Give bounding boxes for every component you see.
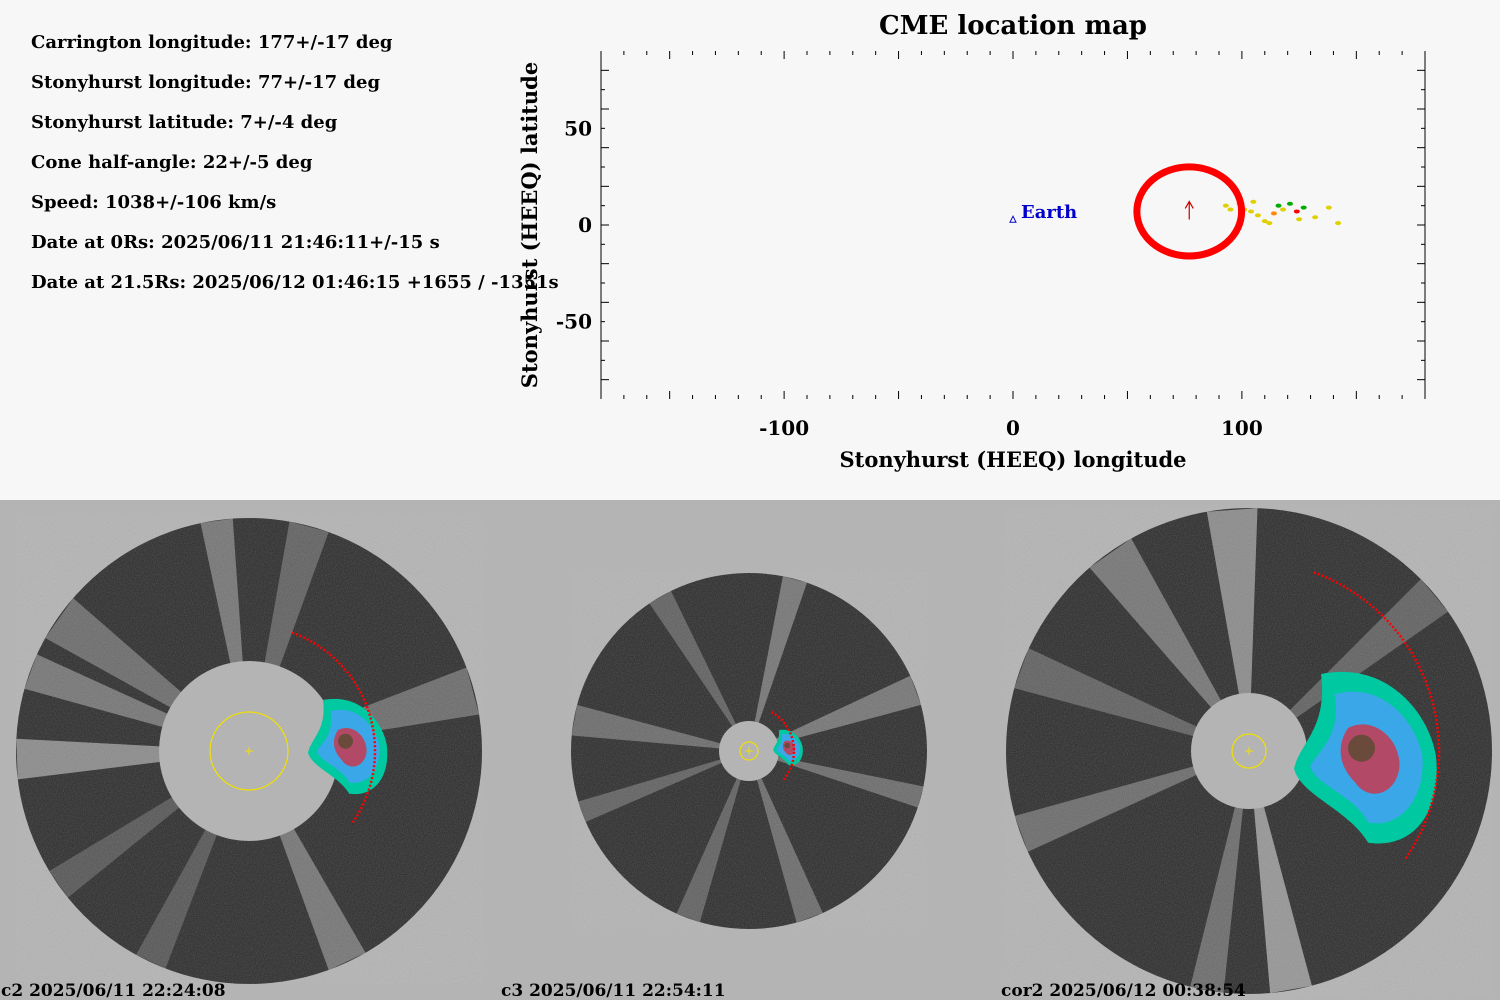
- detection-point: [1280, 207, 1287, 212]
- cme-direction-arrow: [1184, 200, 1194, 220]
- y-tick-label: 0: [578, 213, 592, 237]
- y-tick-label: 50: [564, 116, 592, 140]
- y-tick-label: -50: [556, 310, 592, 334]
- summary-and-map: Carrington longitude: 177+/-17 deg Stony…: [31, 11, 1426, 472]
- detection-point: [1293, 209, 1300, 214]
- sun-center-cross: [245, 747, 253, 755]
- cme-cone-circle: [1133, 163, 1246, 260]
- cme-core-center: [338, 733, 353, 749]
- coronagraph-panel-c2: [16, 518, 482, 984]
- date-at-0rs: Date at 0Rs: 2025/06/11 21:46:11+/-15 s: [31, 232, 440, 253]
- sun-center-cross: [1245, 747, 1253, 755]
- detection-point: [1312, 215, 1319, 220]
- cme-blob: [1294, 671, 1437, 844]
- y-axis-label: Stonyhurst (HEEQ) latitude: [517, 62, 542, 388]
- cme-blob: [308, 698, 388, 795]
- detection-point: [1325, 205, 1332, 210]
- detection-point: [1261, 219, 1268, 224]
- earth-marker: [1009, 215, 1017, 223]
- chart-title: CME location map: [879, 11, 1147, 41]
- detection-point: [1250, 199, 1257, 204]
- stonyhurst-latitude: Stonyhurst latitude: 7+/-4 deg: [31, 112, 338, 133]
- x-tick-label: -100: [759, 416, 809, 440]
- coronagraph-panel-c3: [571, 573, 927, 929]
- detection-point: [1296, 217, 1303, 222]
- coronagraph-images: [16, 508, 1492, 994]
- earth-label: Earth: [1021, 202, 1077, 223]
- cme-core-center: [784, 742, 790, 749]
- detection-point: [1222, 203, 1229, 208]
- cme-location-map: CME location map Stonyhurst (HEEQ) longi…: [517, 11, 1426, 472]
- x-axis-label: Stonyhurst (HEEQ) longitude: [839, 447, 1186, 472]
- detection-point: [1275, 203, 1282, 208]
- carrington-longitude: Carrington longitude: 177+/-17 deg: [31, 32, 393, 53]
- sun-limb-circle: [739, 741, 759, 761]
- cme-fit-arc: [291, 631, 377, 824]
- chart-marks: Earth: [1009, 163, 1342, 260]
- panel-caption-c2: c2 2025/06/11 22:24:08: [1, 981, 226, 1000]
- cme-blob: [773, 729, 803, 766]
- sun-center-cross: [745, 747, 753, 755]
- detection-point: [1266, 221, 1273, 226]
- cme-fit-arc: [1313, 571, 1441, 861]
- date-at-21-5rs: Date at 21.5Rs: 2025/06/12 01:46:15 +165…: [31, 272, 559, 293]
- coronagraph-panels: c2 2025/06/11 22:24:08 c3 2025/06/11 22:…: [0, 500, 1500, 1000]
- detection-point: [1227, 207, 1234, 212]
- chart-axes: -100 0 100 -50 0 50: [556, 51, 1426, 440]
- detection-point: [1254, 213, 1261, 218]
- cme-fit-arc: [770, 710, 796, 781]
- coronagraph-panel-cor2: [1006, 508, 1492, 994]
- detection-point: [1335, 221, 1342, 226]
- x-tick-label: 100: [1221, 416, 1263, 440]
- sun-limb-circle: [209, 711, 289, 791]
- panel-caption-c3: c3 2025/06/11 22:54:11: [501, 981, 726, 1000]
- detection-point: [1300, 205, 1307, 210]
- panel-caption-cor2: cor2 2025/06/12 00:38:54: [1001, 981, 1246, 1000]
- sun-limb-circle: [1231, 733, 1267, 769]
- cme-core-center: [1348, 734, 1375, 762]
- detection-point: [1270, 211, 1277, 216]
- speed: Speed: 1038+/-106 km/s: [31, 192, 277, 213]
- x-tick-label: 0: [1006, 416, 1020, 440]
- stonyhurst-longitude: Stonyhurst longitude: 77+/-17 deg: [31, 72, 381, 93]
- cone-half-angle: Cone half-angle: 22+/-5 deg: [31, 152, 313, 173]
- detection-point: [1248, 209, 1255, 214]
- detection-point: [1286, 201, 1293, 206]
